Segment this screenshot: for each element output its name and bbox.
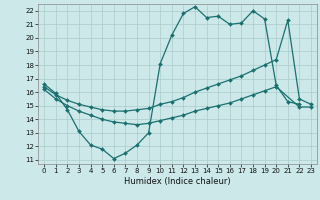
X-axis label: Humidex (Indice chaleur): Humidex (Indice chaleur) — [124, 177, 231, 186]
